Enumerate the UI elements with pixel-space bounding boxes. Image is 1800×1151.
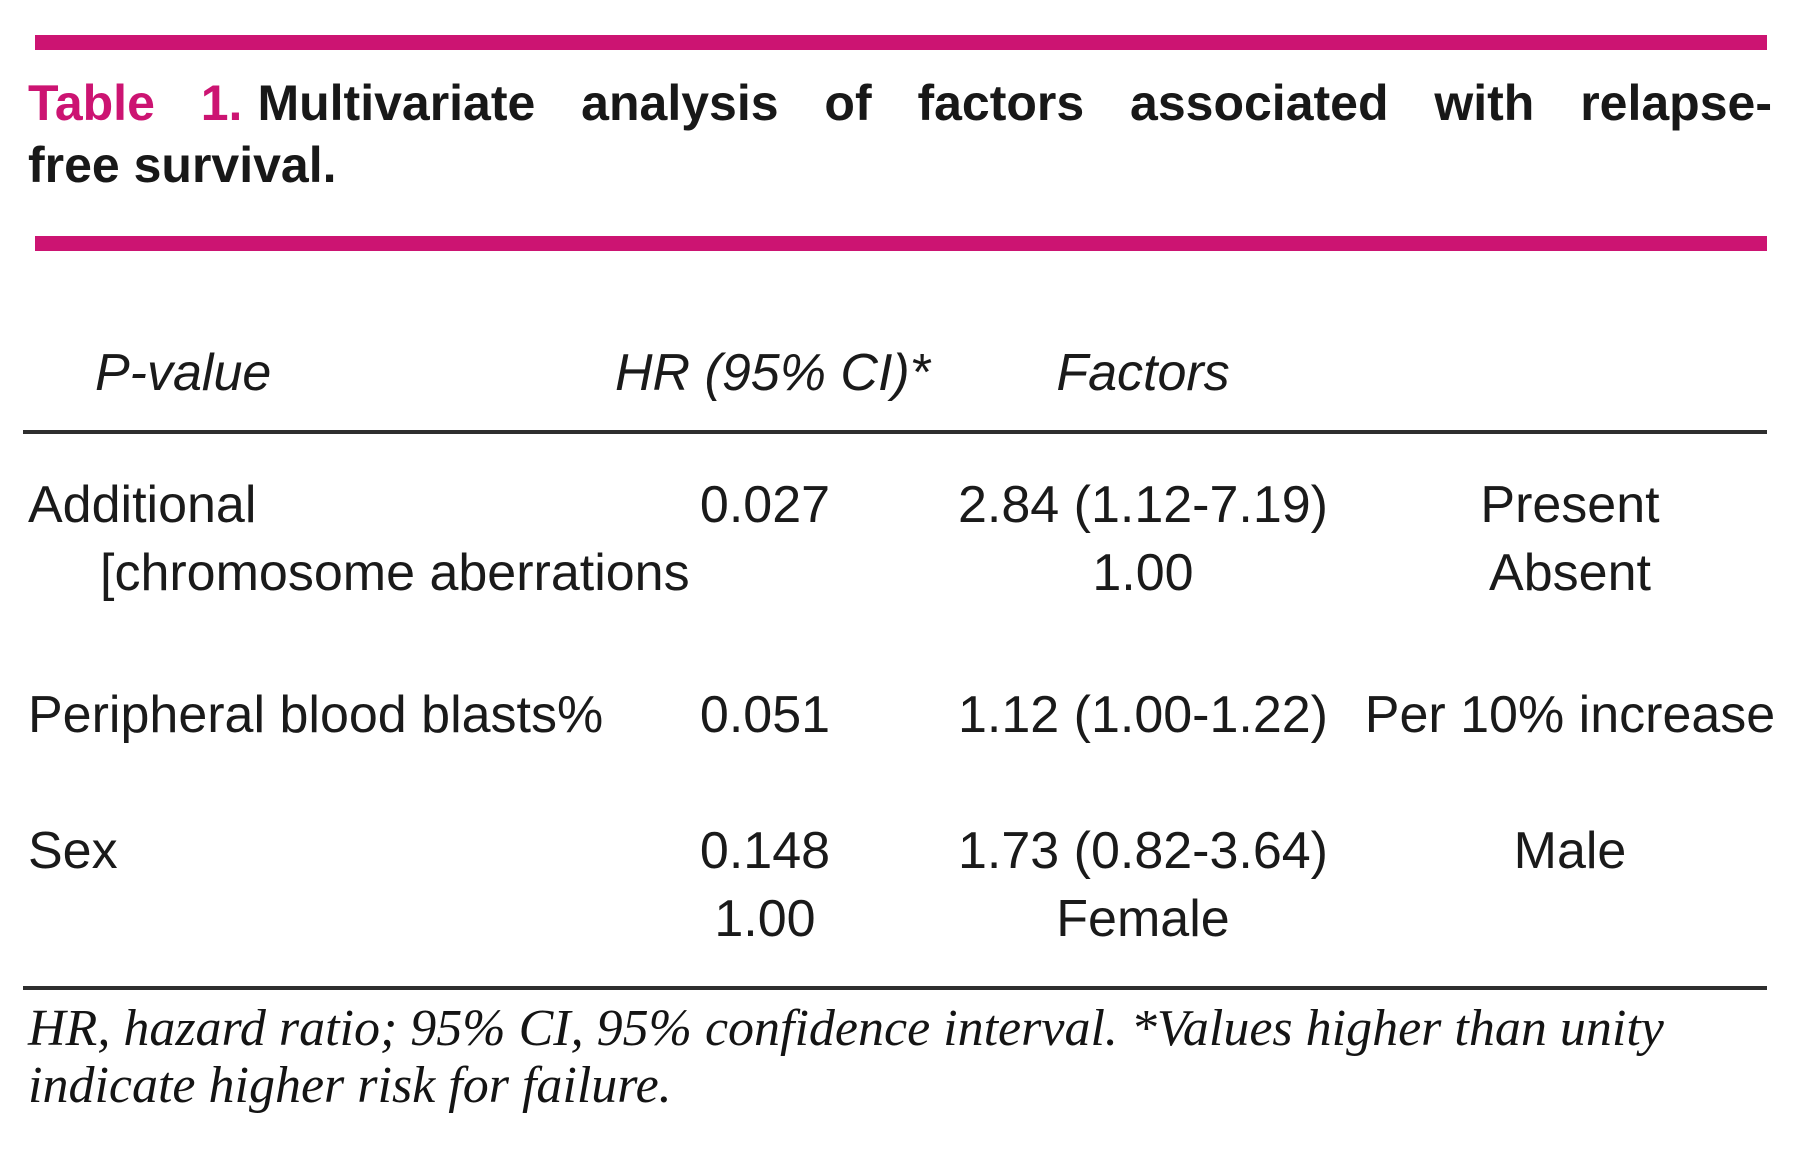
cell-row-label: Peripheral blood blasts% [28,686,604,744]
cell-factor: Male [1513,822,1627,880]
footer-divider-rule [23,986,1767,990]
table-caption: Table 1. Multivariate analysis of factors… [28,72,1772,196]
table-row: Additional 0.027 2.84 (1.12-7.19) Presen… [0,474,1800,536]
table-row: Peripheral blood blasts% 0.051 1.12 (1.0… [0,684,1800,746]
cell-p-value: 0.148 [699,822,831,880]
table-row: Sex 0.148 1.73 (0.82-3.64) Male [0,820,1800,882]
cell-p-value: 0.051 [699,686,831,744]
cell-row-label: Sex [28,822,118,880]
cell-row-label: [chromosome aberrations [100,544,690,602]
caption-line-2: free survival. [28,137,337,193]
cell-factor: Per 10% increase [1364,686,1776,744]
cell-hr-ci: Female [1056,890,1230,948]
caption-text: Multivariate analysis of factors associa… [257,75,1772,131]
footnote-line-1: HR, hazard ratio; 95% CI, 95% confidence… [28,1000,1664,1057]
cell-hr-ci: 1.12 (1.00-1.22) [957,686,1329,744]
accent-rule-bottom [35,236,1767,251]
cell-p-value: 0.027 [699,476,831,534]
accent-rule-top [35,35,1767,50]
col-header-p-value: P-value [95,344,272,402]
column-header-row: P-value HR (95% CI)* Factors [0,342,1800,404]
cell-hr-ci: 2.84 (1.12-7.19) [957,476,1329,534]
cell-hr-ci: 1.73 (0.82-3.64) [957,822,1329,880]
cell-factor: Present [1480,476,1660,534]
table-number-label: Table 1. [28,75,243,131]
col-header-hr-ci: HR (95% CI)* [615,344,930,402]
table-footnote: HR, hazard ratio; 95% CI, 95% confidence… [28,1000,1778,1114]
cell-factor: Absent [1489,544,1651,602]
caption-line-1: Table 1. Multivariate analysis of factors… [28,72,1772,134]
header-divider-rule [23,430,1767,434]
col-header-factors: Factors [1056,344,1230,402]
cell-p-value: 1.00 [714,890,816,948]
table-row-continuation: [chromosome aberrations 1.00 Absent [0,542,1800,604]
table-row-continuation: 1.00 Female [0,888,1800,950]
footnote-line-2: indicate higher risk for failure. [28,1057,672,1114]
cell-row-label: Additional [28,476,257,534]
cell-hr-ci: 1.00 [1092,544,1194,602]
